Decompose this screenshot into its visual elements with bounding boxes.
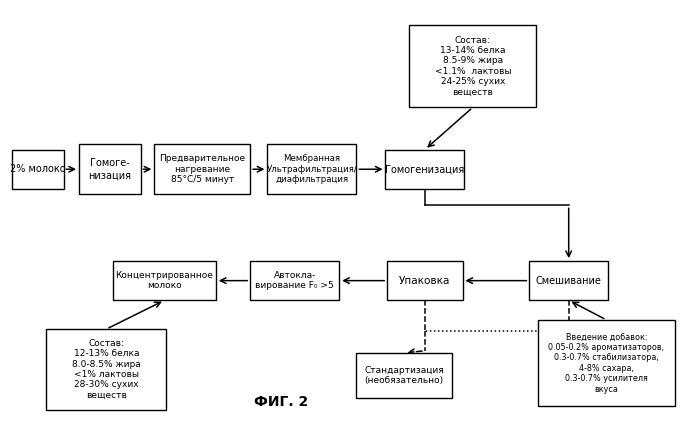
- FancyBboxPatch shape: [267, 144, 356, 194]
- FancyBboxPatch shape: [12, 149, 64, 189]
- FancyBboxPatch shape: [154, 144, 250, 194]
- Text: Гомоге-
низация: Гомоге- низация: [88, 158, 131, 180]
- FancyBboxPatch shape: [538, 320, 675, 407]
- FancyBboxPatch shape: [46, 329, 166, 410]
- Text: Концентрированное
молоко: Концентрированное молоко: [115, 271, 213, 290]
- FancyBboxPatch shape: [529, 261, 608, 300]
- FancyBboxPatch shape: [356, 353, 452, 398]
- Text: Состав:
13-14% белка
8.5-9% жира
<1.1%  лактовы
24-25% сухих
веществ: Состав: 13-14% белка 8.5-9% жира <1.1% л…: [435, 36, 511, 96]
- FancyBboxPatch shape: [250, 261, 339, 300]
- Text: Смешивание: Смешивание: [535, 276, 602, 285]
- FancyBboxPatch shape: [385, 149, 464, 189]
- Text: Упаковка: Упаковка: [399, 276, 451, 285]
- Text: Стандартизация
(необязательно): Стандартизация (необязательно): [364, 366, 444, 385]
- Text: Введение добавок:
0.05-0.2% ароматизаторов,
0.3-0.7% стабилизатора,
4-8% сахара,: Введение добавок: 0.05-0.2% ароматизатор…: [549, 333, 664, 394]
- Text: Автокла-
вирование F₀ >5: Автокла- вирование F₀ >5: [255, 271, 334, 290]
- Text: Состав:
12-13% белка
8.0-8.5% жира
<1% лактовы
28-30% сухих
веществ: Состав: 12-13% белка 8.0-8.5% жира <1% л…: [72, 339, 140, 400]
- Text: Гомогенизация: Гомогенизация: [385, 164, 464, 174]
- Text: Мембранная
Ультрафильтрация/
диафильтрация: Мембранная Ультрафильтрация/ диафильтрац…: [266, 155, 357, 184]
- FancyBboxPatch shape: [410, 25, 536, 107]
- Text: Предварительное
нагревание
85°C/5 минут: Предварительное нагревание 85°C/5 минут: [159, 155, 245, 184]
- FancyBboxPatch shape: [79, 144, 140, 194]
- FancyBboxPatch shape: [387, 261, 463, 300]
- Text: 2% молоко: 2% молоко: [10, 164, 66, 174]
- Text: ФИГ. 2: ФИГ. 2: [254, 394, 308, 408]
- FancyBboxPatch shape: [113, 261, 216, 300]
